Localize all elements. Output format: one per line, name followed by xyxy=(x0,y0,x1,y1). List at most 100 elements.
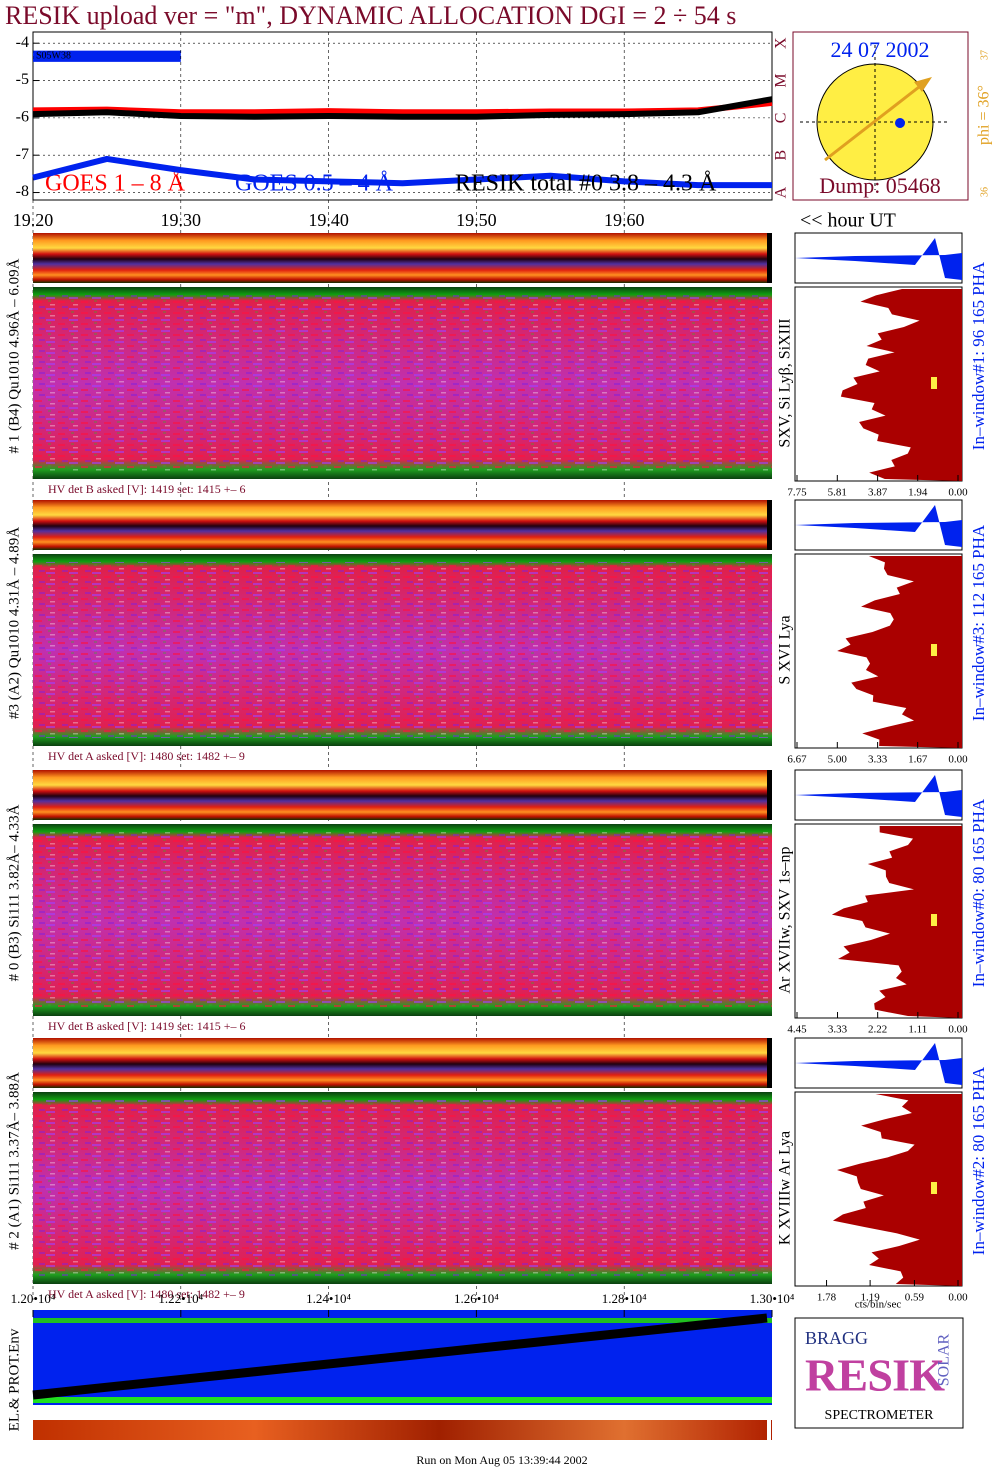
pha-tick-label: 2.22 xyxy=(868,1024,887,1036)
series-line xyxy=(32,155,772,189)
line-label: S XVI Lya xyxy=(777,615,794,684)
env-label: EL.& PROT.Env xyxy=(6,1328,22,1431)
y-tick-label: -6 xyxy=(16,109,29,126)
pha-tick-label: 1.67 xyxy=(908,754,928,766)
pha-top-shape xyxy=(795,505,962,547)
marker-bar xyxy=(33,50,181,62)
pha-marker xyxy=(931,377,937,389)
class-label: M xyxy=(773,73,790,87)
env-trace xyxy=(32,1313,768,1400)
line-label: K XVIIIw Ar Lya xyxy=(777,1131,794,1245)
pha-tick-label: 0.00 xyxy=(948,754,968,766)
pha-marker xyxy=(931,914,937,926)
pha-shape xyxy=(831,826,962,1018)
env-tick-label: 1.24•10⁴ xyxy=(306,1291,351,1306)
channel-label: # 1 (B4) Qu1010 4.96Å – 6.09Å xyxy=(6,258,22,453)
strip-edge xyxy=(767,1038,772,1088)
class-label: X xyxy=(773,37,790,49)
pha-tick-label: 6.67 xyxy=(787,754,807,766)
line-label: SXV, Si Lyβ, SiXIII xyxy=(777,318,794,447)
pha-shape xyxy=(832,1094,962,1286)
x-tick-label: 19.60 xyxy=(604,210,645,230)
window-label: In–window#3: 112 165 PHA xyxy=(969,524,988,721)
pha-unit: cts/bin/sec xyxy=(855,1299,902,1311)
strip-edge xyxy=(767,233,772,283)
env-tick-label: 1.20•10⁴ xyxy=(11,1291,56,1306)
pha-tick-label: 1.19 xyxy=(860,1292,880,1304)
pha-tick-label: 3.33 xyxy=(828,1024,848,1036)
legend-entry: GOES 0.5 – 4 Å xyxy=(235,171,394,197)
window-label: In–window#0: 80 165 PHA xyxy=(969,798,988,987)
y-tick-label: -4 xyxy=(16,34,29,51)
sun-scale: 37 xyxy=(979,50,990,60)
hv-label: HV det B asked [V]: 1419 set: 1415 +– 6 xyxy=(48,1019,246,1033)
channel-label: # 2 (A1) Si111 3.37Å– 3.88Å xyxy=(6,1072,22,1250)
channel-label: # 0 (B3) Si111 3.82Å– 4.33Å xyxy=(6,804,22,981)
env-tick-label: 1.30•10⁴ xyxy=(750,1291,795,1306)
spectrum-strip xyxy=(33,500,769,550)
class-label: C xyxy=(773,113,790,124)
heatmap-noise xyxy=(33,1100,772,1276)
env-tick-label: 1.28•10⁴ xyxy=(602,1291,647,1306)
window-label: In–window#1: 96 165 PHA xyxy=(969,261,988,450)
logo-side: SOLAR xyxy=(936,1333,953,1386)
sun-date: 24 07 2002 xyxy=(831,37,930,62)
heatmap-noise xyxy=(33,832,772,1008)
pha-tick-label: 4.45 xyxy=(787,1024,807,1036)
pha-tick-label: 1.78 xyxy=(817,1292,837,1304)
sun-spot xyxy=(895,118,905,128)
sun-arrow-head xyxy=(914,77,932,92)
pha-top-shape xyxy=(795,238,962,280)
hv-label: HV det A asked [V]: 1480 set: 1482 +– 9 xyxy=(48,749,245,763)
x-tick-label: 19.50 xyxy=(456,210,497,230)
pha-tick-label: 5.00 xyxy=(828,754,848,766)
logo-frame xyxy=(794,1317,964,1429)
pha-top-shape xyxy=(795,775,962,817)
strip-edge xyxy=(767,1420,771,1440)
spectrum-strip xyxy=(33,1038,769,1088)
pha-tick-label: 1.94 xyxy=(908,487,928,499)
pha-tick-label: 5.81 xyxy=(828,487,847,499)
pha-top-shape xyxy=(795,1043,962,1085)
logo-top: BRAGG xyxy=(805,1328,868,1348)
pha-tick-label: 0.59 xyxy=(905,1292,925,1304)
x-tick-label: 19.40 xyxy=(308,210,349,230)
pha-marker xyxy=(931,1182,937,1194)
x-tick-label: 19.30 xyxy=(161,210,202,230)
env-tick-label: 1.22•10⁴ xyxy=(158,1291,203,1306)
pha-shape xyxy=(840,289,962,481)
channel-label: #3 (A2) Qu1010 4.31Å – 4.89Å xyxy=(6,527,22,719)
sun-arrow xyxy=(824,78,929,162)
pha-tick-label: 0.00 xyxy=(948,1292,968,1304)
footer: Run on Mon Aug 05 13:39:44 2002 xyxy=(416,1453,587,1467)
legend-entry: RESIK total #0 3.8 – 4.3 Å xyxy=(455,171,717,197)
hv-label: HV det B asked [V]: 1419 set: 1415 +– 6 xyxy=(48,482,246,496)
sun-phi: phi = 36° xyxy=(976,85,993,145)
heatmap-noise xyxy=(33,295,772,471)
y-tick-label: -5 xyxy=(16,71,29,88)
pha-tick-label: 3.87 xyxy=(868,487,888,499)
logo-main: RESIK xyxy=(805,1350,945,1401)
env-band xyxy=(33,1318,772,1323)
legend-entry: GOES 1 – 8 Å xyxy=(45,171,186,197)
title: RESIK upload ver = "m", DYNAMIC ALLOCATI… xyxy=(5,1,736,30)
pha-tick-label: 0.00 xyxy=(948,1024,968,1036)
env-tick-label: 1.26•10⁴ xyxy=(454,1291,499,1306)
class-label: A xyxy=(773,186,790,198)
pha-tick-label: 1.11 xyxy=(908,1024,927,1036)
line-label: Ar XVIIw, SXV 1s–np xyxy=(777,846,794,993)
spectrum-strip xyxy=(33,233,769,283)
pha-shape xyxy=(837,556,962,748)
logo-bottom: SPECTROMETER xyxy=(825,1408,935,1423)
sun-dump: Dump: 05468 xyxy=(819,173,941,198)
pha-tick-label: 7.75 xyxy=(787,487,807,499)
y-tick-label: -7 xyxy=(16,146,29,163)
env-band xyxy=(33,1397,772,1403)
env-strip xyxy=(33,1420,772,1440)
pha-marker xyxy=(931,644,937,656)
window-label: In–window#2: 80 165 PHA xyxy=(969,1066,988,1255)
strip-edge xyxy=(767,500,772,550)
series-line xyxy=(32,96,773,120)
strip-edge xyxy=(767,770,772,820)
